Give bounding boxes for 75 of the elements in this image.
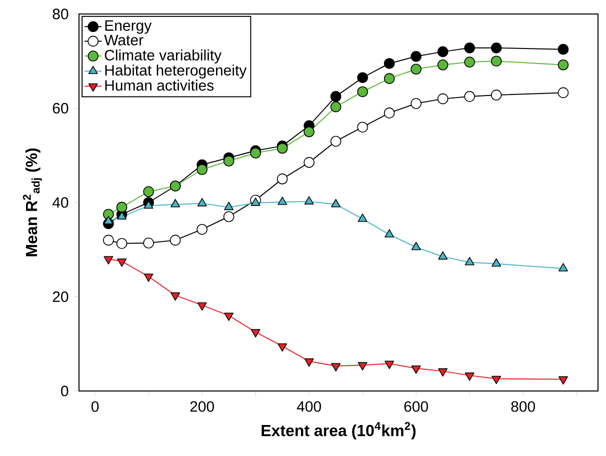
point: [116, 202, 128, 213]
y-tick-label: 20: [52, 291, 68, 302]
point: [410, 98, 422, 109]
point: [143, 238, 154, 248]
legend-label: Water: [104, 34, 144, 46]
x-tick-label: 600: [404, 401, 428, 412]
point: [116, 238, 128, 249]
point: [490, 56, 502, 67]
point: [143, 186, 154, 198]
point: [464, 42, 475, 54]
point: [223, 211, 234, 222]
point: [558, 44, 569, 55]
point: [464, 91, 475, 102]
x-axis-title: Extent area (10$^{4}$km$^{2}$): [262, 422, 416, 440]
point: [411, 365, 421, 374]
point: [437, 59, 448, 70]
point: [223, 156, 234, 166]
point: [278, 343, 288, 352]
y-tick-label: 60: [52, 102, 68, 114]
point: [250, 148, 261, 158]
point: [196, 164, 208, 175]
point: [464, 372, 474, 381]
point: [384, 360, 394, 370]
point: [117, 258, 127, 267]
point: [437, 46, 448, 58]
legend-label: Energy: [105, 20, 152, 34]
point: [410, 51, 422, 62]
point: [558, 87, 569, 98]
legend-label: Human activities: [105, 80, 214, 91]
x-tick-label: 0: [91, 401, 99, 412]
point: [490, 42, 502, 54]
point: [144, 274, 154, 282]
point: [197, 302, 207, 311]
point: [276, 174, 288, 184]
point: [197, 198, 207, 206]
point: [304, 126, 314, 138]
legend-label: Climate variability: [104, 49, 222, 64]
point: [276, 142, 288, 154]
point: [357, 72, 368, 84]
point: [330, 101, 342, 112]
point: [170, 292, 180, 301]
point: [357, 122, 368, 132]
point: [384, 108, 395, 118]
x-tick-label: 400: [296, 401, 321, 412]
point: [438, 368, 448, 377]
y-axis-title: Mean R$^{2}$$_{adj}$ (%): [22, 148, 42, 256]
x-tick-label: 200: [190, 401, 214, 412]
point: [357, 86, 368, 98]
point: [492, 376, 502, 384]
y-tick-label: 0: [61, 386, 68, 396]
point: [384, 73, 395, 84]
point: [103, 234, 114, 246]
y-tick-label: 80: [52, 8, 68, 20]
point: [330, 136, 342, 147]
point: [358, 362, 368, 370]
point: [410, 64, 422, 75]
point: [490, 90, 502, 100]
point: [304, 157, 314, 168]
point: [117, 211, 127, 220]
point: [384, 58, 395, 69]
point: [331, 363, 341, 372]
point: [224, 312, 234, 321]
point: [104, 256, 114, 264]
point: [196, 224, 208, 235]
point: [437, 93, 448, 104]
point: [558, 376, 568, 385]
point: [170, 234, 181, 246]
x-tick-label: 800: [511, 401, 536, 412]
y-tick-label: 40: [52, 197, 68, 208]
point: [250, 329, 260, 338]
legend-label: Habitat heterogeneity: [105, 64, 247, 79]
point: [558, 59, 569, 70]
point: [304, 358, 314, 367]
point: [464, 56, 475, 68]
point: [330, 91, 342, 102]
